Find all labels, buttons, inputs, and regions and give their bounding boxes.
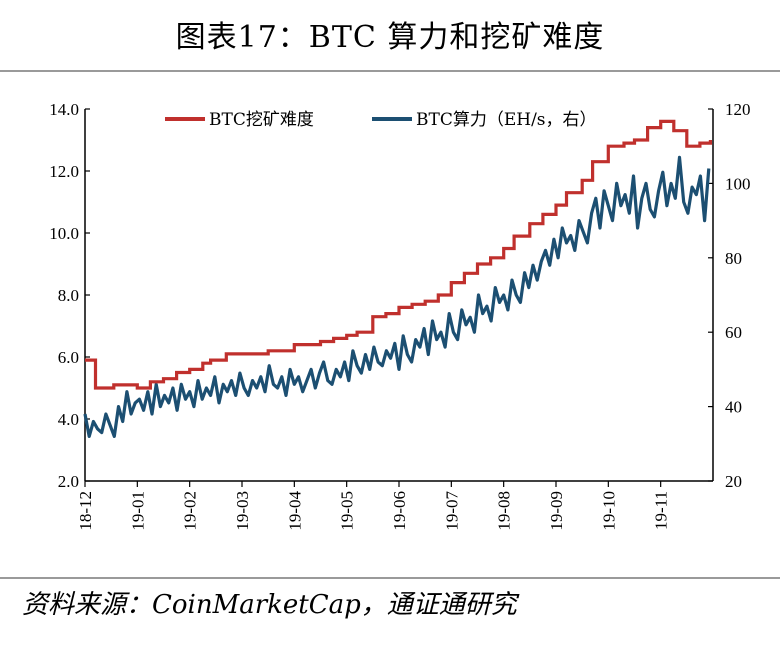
y-left-tick-label: 4.0 xyxy=(58,410,79,429)
top-divider xyxy=(0,70,780,72)
y-right-tick-label: 100 xyxy=(725,174,751,193)
x-tick-label: 19-06 xyxy=(390,491,409,531)
x-tick-label: 18-12 xyxy=(76,491,95,531)
legend-label-difficulty: BTC挖矿难度 xyxy=(209,110,314,130)
series-layer xyxy=(83,119,712,438)
x-tick-label: 19-05 xyxy=(338,491,357,531)
chart-axes: 14.0 12.0 10.0 8.0 6.0 4.0 2.0 120 100 80 60 40 20 18… xyxy=(49,100,750,531)
y-right-tick-label: 80 xyxy=(725,249,742,268)
x-tick-label: 19-01 xyxy=(128,491,147,531)
x-tick-label: 19-03 xyxy=(233,491,252,531)
y-left-tick-label: 14.0 xyxy=(49,100,79,119)
chart-canvas: 14.0 12.0 10.0 8.0 6.0 4.0 2.0 120 100 80 60 40 20 18… xyxy=(49,100,750,531)
y-left-tick-label: 12.0 xyxy=(49,162,79,181)
x-tick-label: 19-11 xyxy=(652,491,671,530)
x-tick-label: 19-10 xyxy=(599,491,618,531)
y-right-tick-label: 20 xyxy=(725,472,742,491)
chart-title: 图表17：BTC 算力和挖矿难度 xyxy=(175,20,605,55)
x-tick-label: 19-07 xyxy=(442,491,461,531)
y-right-tick-label: 120 xyxy=(725,100,751,119)
hashrate-series-line xyxy=(83,155,711,438)
y-left-tick-label: 10.0 xyxy=(49,224,79,243)
x-tick-label: 19-02 xyxy=(181,491,200,531)
bottom-divider xyxy=(0,577,780,579)
x-tick-label: 19-09 xyxy=(547,491,566,531)
y-left-tick-label: 2.0 xyxy=(58,472,79,491)
source-note: 资料来源：CoinMarketCap，通证通研究 xyxy=(22,590,517,620)
legend: BTC挖矿难度 BTC算力（EH/s，右） xyxy=(165,110,597,130)
y-right-tick-label: 40 xyxy=(725,398,742,417)
y-right-tick-label: 60 xyxy=(725,323,742,342)
y-left-tick-label: 8.0 xyxy=(58,286,79,305)
difficulty-series-line xyxy=(85,119,712,390)
legend-label-hashrate: BTC算力（EH/s，右） xyxy=(416,110,597,130)
y-left-tick-label: 6.0 xyxy=(58,348,79,367)
x-tick-label: 19-04 xyxy=(285,491,304,531)
x-tick-label: 19-08 xyxy=(495,491,514,531)
